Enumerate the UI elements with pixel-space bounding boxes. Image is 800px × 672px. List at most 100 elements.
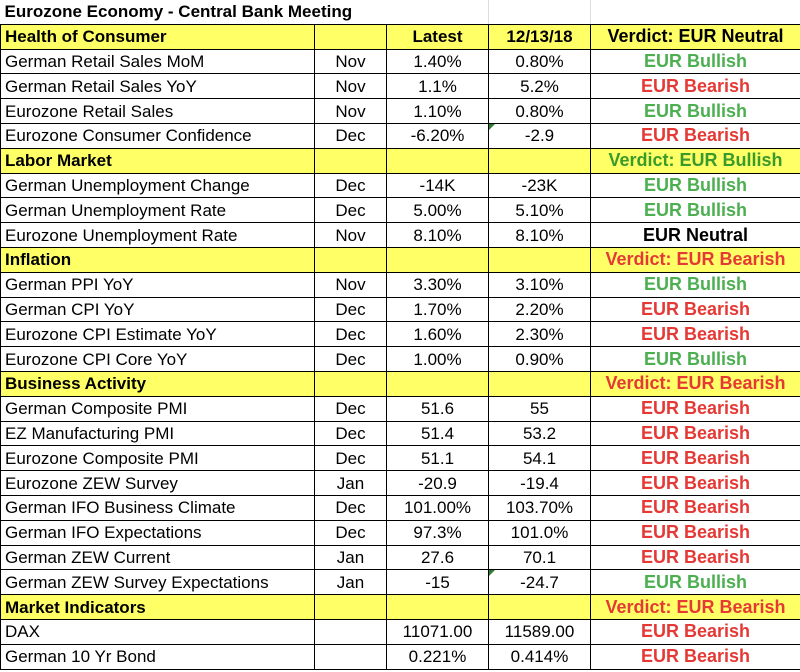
indicator-name: DAX (0, 618, 315, 645)
signal-badge: EUR Bearish (590, 445, 800, 472)
section-header-row: Market Indicators Verdict: EUR Bearish (0, 594, 800, 620)
table-row: German 10 Yr Bond 0.221% 0.414% EUR Bearish (0, 643, 800, 670)
section-name: Market Indicators (0, 594, 315, 620)
prior-value: 3.10% (488, 271, 591, 298)
table-row: Eurozone Composite PMI Dec 51.1 54.1 EUR Bea… (0, 445, 800, 472)
table-row: Eurozone Retail Sales Nov 1.10% 0.80% EUR Bu… (0, 98, 800, 124)
latest-value: -20.9 (386, 470, 489, 496)
empty-cell (590, 0, 800, 25)
signal-badge: EUR Bearish (590, 296, 800, 323)
signal-badge: EUR Bullish (590, 346, 800, 372)
section-prior-header (488, 594, 591, 620)
table-title: Eurozone Economy - Central Bank Meeting (0, 0, 489, 25)
indicator-name: Eurozone Consumer Confidence (0, 122, 315, 149)
latest-value: 0.221% (386, 643, 489, 670)
section-prior-header (488, 147, 591, 174)
latest-value: 1.60% (386, 321, 489, 348)
period-cell: Dec (314, 197, 387, 224)
signal-badge: EUR Bearish (590, 618, 800, 645)
latest-value: 1.70% (386, 296, 489, 323)
signal-badge: EUR Bullish (590, 172, 800, 199)
indicator-name: EZ Manufacturing PMI (0, 420, 315, 447)
table-row: German Unemployment Rate Dec 5.00% 5.10% EUR… (0, 197, 800, 224)
section-header-row: Business Activity Verdict: EUR Bearish (0, 370, 800, 397)
prior-value: -19.4 (488, 470, 591, 496)
period-cell (314, 618, 387, 645)
latest-value: 101.00% (386, 494, 489, 521)
latest-value: 1.10% (386, 98, 489, 124)
table-row: German Unemployment Change Dec -14K -23K EUR… (0, 172, 800, 199)
prior-value: 2.30% (488, 321, 591, 348)
section-prior-header: 12/13/18 (488, 23, 591, 50)
table-row: German Retail Sales MoM Nov 1.40% 0.80% EUR … (0, 48, 800, 75)
prior-value: -23K (488, 172, 591, 199)
indicator-name: German CPI YoY (0, 296, 315, 323)
prior-value: 0.414% (488, 643, 591, 670)
period-cell: Dec (314, 519, 387, 546)
period-cell: Nov (314, 73, 387, 100)
latest-value: 51.4 (386, 420, 489, 447)
period-cell (314, 643, 387, 670)
prior-value: 0.80% (488, 48, 591, 75)
table-row: EZ Manufacturing PMI Dec 51.4 53.2 EUR Beari… (0, 420, 800, 447)
indicator-name: Eurozone CPI Estimate YoY (0, 321, 315, 348)
signal-badge: EUR Bearish (590, 470, 800, 496)
latest-value: 51.6 (386, 395, 489, 422)
signal-badge: EUR Bearish (590, 494, 800, 521)
signal-badge: EUR Bullish (590, 197, 800, 224)
indicator-name: German Retail Sales YoY (0, 73, 315, 100)
prior-value: 8.10% (488, 222, 591, 248)
empty-cell (488, 0, 591, 25)
table-row: German IFO Expectations Dec 97.3% 101.0% EUR… (0, 519, 800, 546)
table-row: Eurozone CPI Core YoY Dec 1.00% 0.90% EUR Bu… (0, 346, 800, 372)
section-period-header (314, 246, 387, 273)
section-header-row: Labor Market Verdict: EUR Bullish (0, 147, 800, 174)
prior-value: 54.1 (488, 445, 591, 472)
latest-value: 97.3% (386, 519, 489, 546)
section-latest-header (386, 370, 489, 397)
prior-value: 0.90% (488, 346, 591, 372)
signal-badge: EUR Bearish (590, 519, 800, 546)
period-cell: Dec (314, 420, 387, 447)
latest-value: 5.00% (386, 197, 489, 224)
latest-value: 8.10% (386, 222, 489, 248)
title-row: Eurozone Economy - Central Bank Meeting (0, 0, 800, 25)
period-cell: Dec (314, 346, 387, 372)
section-prior-header (488, 246, 591, 273)
section-verdict: Verdict: EUR Bearish (590, 370, 800, 397)
indicator-name: German Unemployment Change (0, 172, 315, 199)
indicator-name: Eurozone Composite PMI (0, 445, 315, 472)
section-latest-header (386, 594, 489, 620)
latest-value: 1.00% (386, 346, 489, 372)
latest-value: 27.6 (386, 544, 489, 571)
section-period-header (314, 594, 387, 620)
section-verdict: Verdict: EUR Bearish (590, 594, 800, 620)
table-row: German Composite PMI Dec 51.6 55 EUR Bearish (0, 395, 800, 422)
prior-value: 0.80% (488, 98, 591, 124)
signal-badge: EUR Bullish (590, 48, 800, 75)
table-row: German IFO Business Climate Dec 101.00% 103… (0, 494, 800, 521)
prior-value: -2.9 (488, 122, 591, 149)
section-verdict: Verdict: EUR Bullish (590, 147, 800, 174)
table-row: German PPI YoY Nov 3.30% 3.10% EUR Bullish (0, 271, 800, 298)
table-row: Eurozone ZEW Survey Jan -20.9 -19.4 EUR Bear… (0, 470, 800, 496)
indicator-name: Eurozone Retail Sales (0, 98, 315, 124)
table-row: Eurozone CPI Estimate YoY Dec 1.60% 2.30% EU… (0, 321, 800, 348)
signal-badge: EUR Bearish (590, 643, 800, 670)
section-name: Labor Market (0, 147, 315, 174)
table-row: German ZEW Current Jan 27.6 70.1 EUR Bearish (0, 544, 800, 571)
section-name: Inflation (0, 246, 315, 273)
table-row: German ZEW Survey Expectations Jan -15 -24.… (0, 569, 800, 596)
signal-badge: EUR Bullish (590, 98, 800, 124)
period-cell: Jan (314, 544, 387, 571)
prior-value: 53.2 (488, 420, 591, 447)
period-cell: Jan (314, 470, 387, 496)
section-header-row: Inflation Verdict: EUR Bearish (0, 246, 800, 273)
latest-value: 1.1% (386, 73, 489, 100)
latest-value: 51.1 (386, 445, 489, 472)
indicator-name: German 10 Yr Bond (0, 643, 315, 670)
prior-value: 103.70% (488, 494, 591, 521)
prior-value: 70.1 (488, 544, 591, 571)
indicator-name: German ZEW Survey Expectations (0, 569, 315, 596)
latest-value: -14K (386, 172, 489, 199)
